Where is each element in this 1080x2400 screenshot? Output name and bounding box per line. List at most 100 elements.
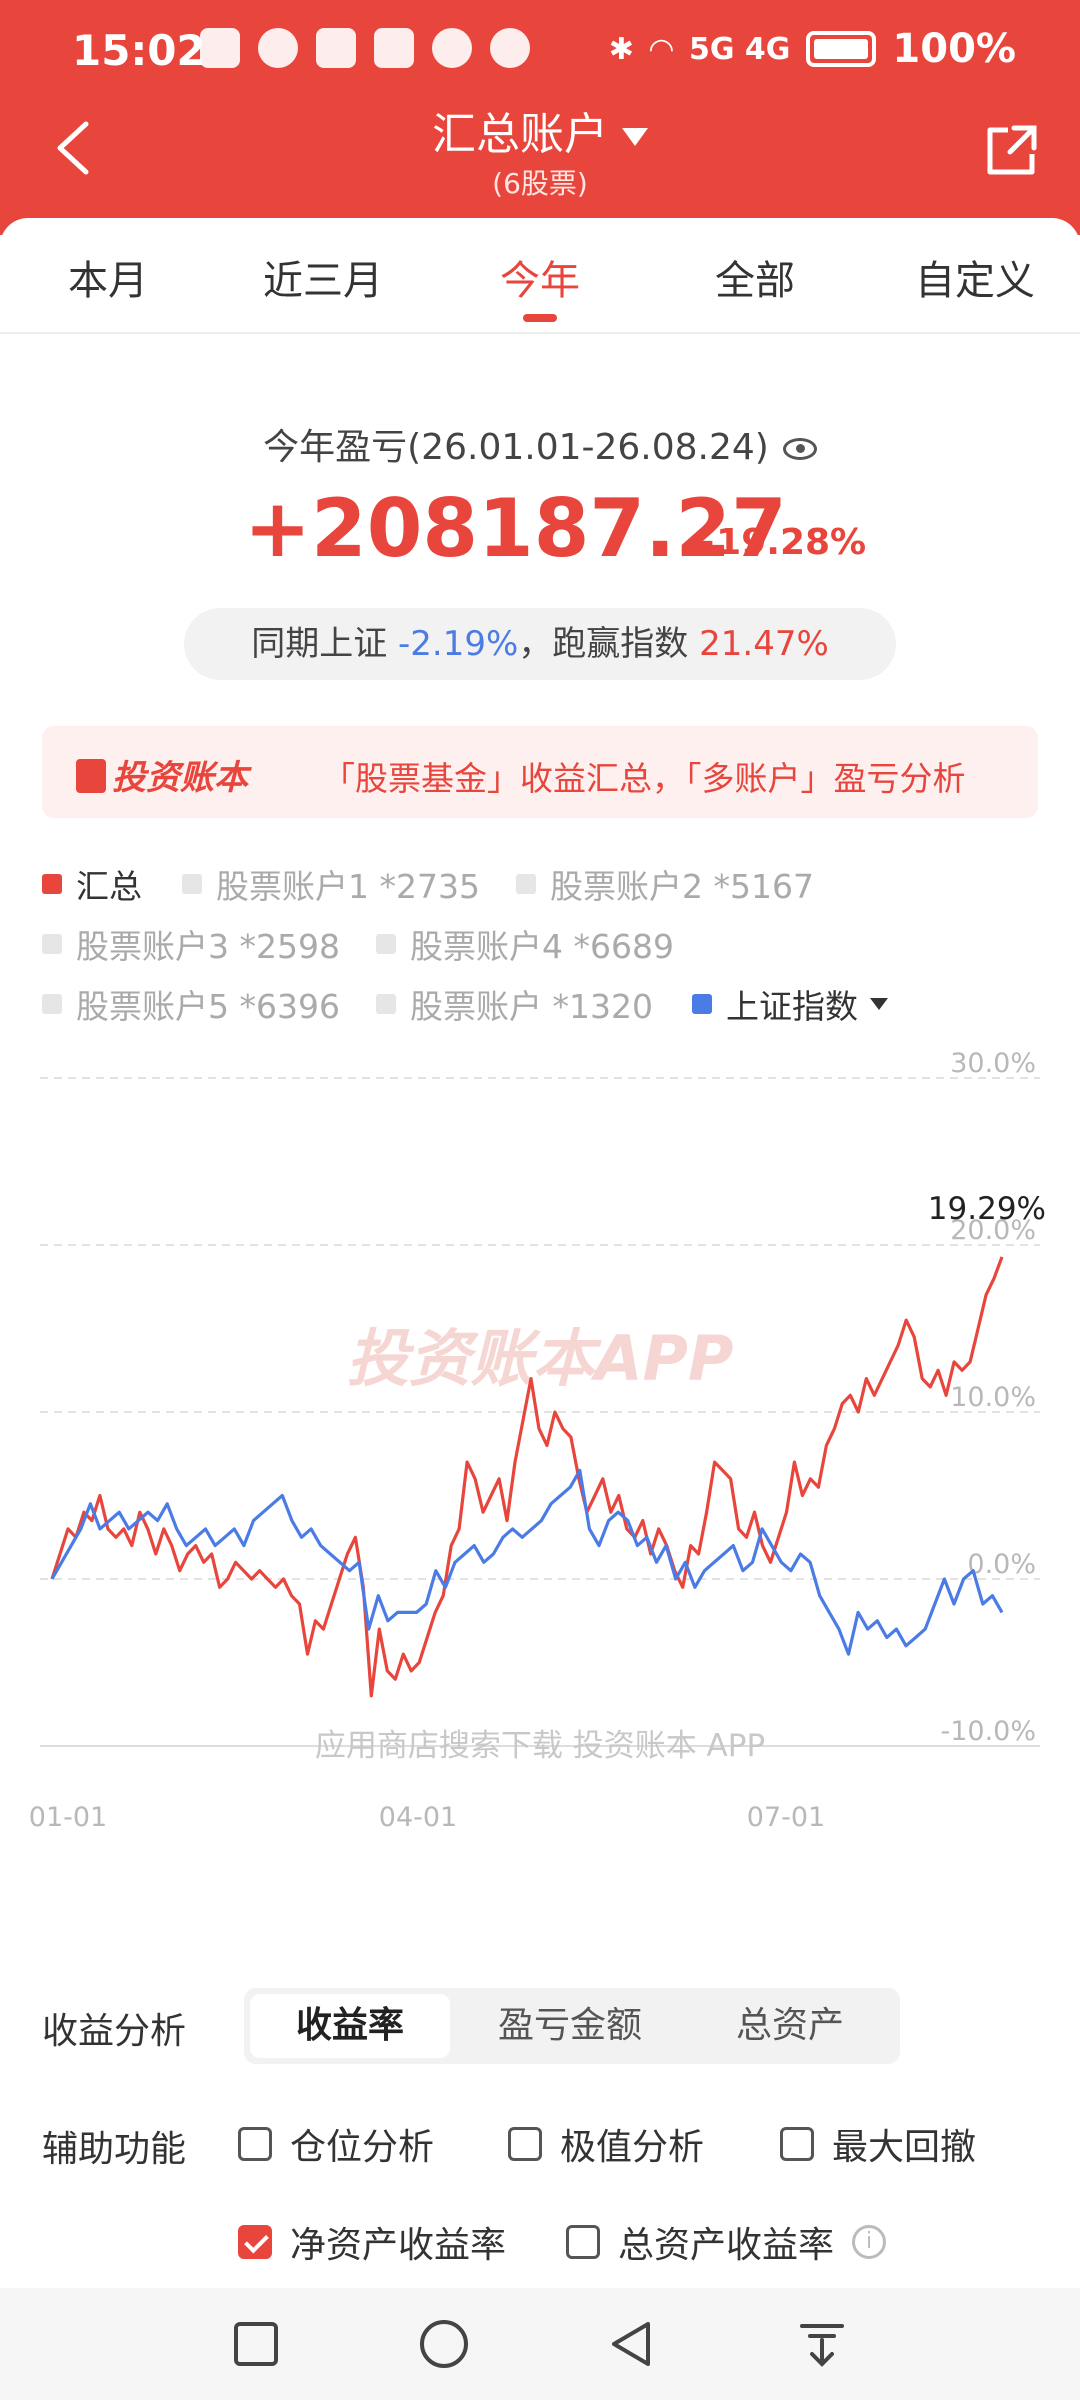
- legend-index[interactable]: 上证指数: [692, 980, 888, 1028]
- x-tick-label: 07-01: [747, 1802, 825, 1833]
- mode-return-rate[interactable]: 收益率: [250, 1994, 450, 2058]
- tab-this-year[interactable]: 今年: [500, 258, 580, 304]
- share-icon[interactable]: [982, 122, 1040, 180]
- compare-prefix: 同期上证: [251, 624, 388, 664]
- checkbox-label: 总资产收益率: [618, 2225, 835, 2266]
- end-value-label: 19.29%: [928, 1191, 1046, 1227]
- banner-logo-text: 投资账本: [112, 758, 248, 798]
- legend-account-3[interactable]: 股票账户3 *2598: [42, 920, 340, 968]
- account-selector[interactable]: 汇总账户: [0, 98, 1080, 162]
- checkbox-box: [780, 2127, 814, 2161]
- index-dropdown-icon: [870, 998, 888, 1010]
- legend-account-5[interactable]: 股票账户5 *6396: [42, 980, 340, 1028]
- info-icon[interactable]: i: [852, 2225, 887, 2259]
- eye-icon[interactable]: [782, 438, 817, 460]
- checkbox-max-drawdown[interactable]: 最大回撤: [780, 2118, 976, 2170]
- analysis-mode-selector: 收益率 盈亏金额 总资产: [244, 1988, 900, 2064]
- returns-chart[interactable]: 30.0% 20.0% 10.0% 0.0% -10.0% 投资账本APP 01-01 04-…: [0, 1040, 1080, 1900]
- network-signal: 5G 4G: [688, 31, 791, 67]
- app-header: 15:02 ✱ ◠ 5G 4G 100% 汇总账户 (6股票): [0, 0, 1080, 235]
- chart-footer-watermark: 应用商店搜索下载 投资账本 APP: [315, 1728, 765, 1764]
- checkbox-net-asset-return[interactable]: 净资产收益率: [238, 2216, 506, 2268]
- legend-swatch: [42, 934, 62, 954]
- tab-custom[interactable]: 自定义: [915, 258, 1035, 304]
- message-icon: [432, 28, 472, 68]
- legend-swatch: [42, 874, 62, 894]
- legend-swatch: [376, 934, 396, 954]
- legend-swatch: [516, 874, 536, 894]
- checkbox-position-analysis[interactable]: 仓位分析: [238, 2118, 434, 2170]
- tab-all[interactable]: 全部: [715, 258, 795, 304]
- active-tab-indicator: [523, 314, 557, 322]
- battery-icon: [806, 31, 877, 67]
- legend-swatch: [692, 994, 712, 1014]
- audio-icon: [490, 28, 530, 68]
- x-tick-label: 04-01: [379, 1802, 457, 1833]
- mode-profit-amount[interactable]: 盈亏金额: [497, 2005, 642, 2046]
- legend-swatch: [42, 994, 62, 1014]
- legend-swatch: [376, 994, 396, 1014]
- alarm-icon: [258, 28, 298, 68]
- promo-banner[interactable]: 投资账本 「股票基金」收益汇总，「多账户」盈亏分析: [42, 726, 1038, 818]
- y-tick-label: 10.0%: [950, 1382, 1036, 1413]
- dropdown-caret-icon: [622, 128, 648, 146]
- back-icon[interactable]: [606, 2318, 658, 2370]
- status-time: 15:02: [72, 26, 206, 75]
- beat-index-value: 21.47%: [699, 624, 829, 664]
- bluetooth-icon: ✱: [608, 31, 634, 67]
- y-tick-label: 20.0%: [950, 1215, 1036, 1246]
- legend-label: 股票账户1 *2735: [216, 867, 480, 906]
- chart-watermark: 投资账本APP: [347, 1322, 734, 1395]
- checkbox-box: [508, 2127, 542, 2161]
- profit-period-label: 今年盈亏(26.01.01-26.08.24): [0, 418, 1080, 470]
- legend-account-4[interactable]: 股票账户4 *6689: [376, 920, 674, 968]
- index-return: -2.19%: [398, 624, 519, 664]
- y-tick-label: 30.0%: [950, 1048, 1036, 1079]
- recent-apps-icon[interactable]: [230, 2318, 282, 2370]
- profit-amount: +208187.27: [244, 482, 787, 575]
- legend-account-1[interactable]: 股票账户1 *2735: [182, 860, 480, 908]
- legend-label: 汇总: [76, 867, 142, 906]
- legend-label: 上证指数: [726, 987, 858, 1026]
- checkbox-label: 极值分析: [560, 2127, 705, 2168]
- checkbox-box-checked: [238, 2225, 272, 2259]
- x-tick-label: 01-01: [29, 1802, 107, 1833]
- battery-level: 100%: [892, 26, 1016, 72]
- banner-text: 「股票基金」收益汇总，「多账户」盈亏分析: [322, 759, 966, 798]
- notification-drawer-icon[interactable]: [796, 2318, 848, 2370]
- legend-label: 股票账户4 *6689: [410, 927, 674, 966]
- period-tabs: 本月 近三月 今年 全部 自定义: [0, 218, 1080, 334]
- home-icon[interactable]: [418, 2318, 470, 2370]
- legend-label: 股票账户 *1320: [410, 987, 653, 1026]
- nfc-icon: [200, 28, 240, 68]
- series-line-index: [50, 1468, 1004, 1656]
- back-arrow-icon[interactable]: [52, 118, 96, 178]
- legend-account-2[interactable]: 股票账户2 *5167: [516, 860, 814, 908]
- legend-total[interactable]: 汇总: [42, 860, 142, 908]
- checkbox-total-asset-return[interactable]: 总资产收益率 i: [566, 2216, 887, 2268]
- system-nav-bar: [0, 2288, 1080, 2400]
- checkbox-box: [566, 2225, 600, 2259]
- aux-label: 辅助功能: [42, 2129, 187, 2170]
- analysis-label: 收益分析: [42, 2011, 187, 2052]
- banner-logo: 投资账本: [76, 750, 248, 799]
- tab-this-month[interactable]: 本月: [68, 258, 148, 304]
- compare-mid: ，跑赢指数: [518, 624, 689, 664]
- page-title: 汇总账户: [432, 109, 608, 160]
- checkbox-box: [238, 2127, 272, 2161]
- app-notification-icon: [316, 28, 356, 68]
- checkbox-label: 仓位分析: [290, 2127, 435, 2168]
- checkbox-extreme-analysis[interactable]: 极值分析: [508, 2118, 704, 2170]
- legend-label: 股票账户5 *6396: [76, 987, 340, 1026]
- chart-app-icon: [374, 28, 414, 68]
- mode-total-assets[interactable]: 总资产: [735, 2005, 844, 2046]
- legend-label: 股票账户3 *2598: [76, 927, 340, 966]
- checkbox-label: 最大回撤: [832, 2127, 977, 2168]
- system-status: ✱ ◠ 5G 4G 100%: [609, 26, 1016, 72]
- y-tick-label: -10.0%: [940, 1716, 1036, 1747]
- profit-period-text: 今年盈亏(26.01.01-26.08.24): [263, 427, 769, 468]
- legend-label: 股票账户2 *5167: [550, 867, 814, 906]
- profit-percent: +19.28%: [686, 522, 867, 563]
- legend-account-6[interactable]: 股票账户 *1320: [376, 980, 653, 1028]
- tab-three-months[interactable]: 近三月: [263, 258, 383, 304]
